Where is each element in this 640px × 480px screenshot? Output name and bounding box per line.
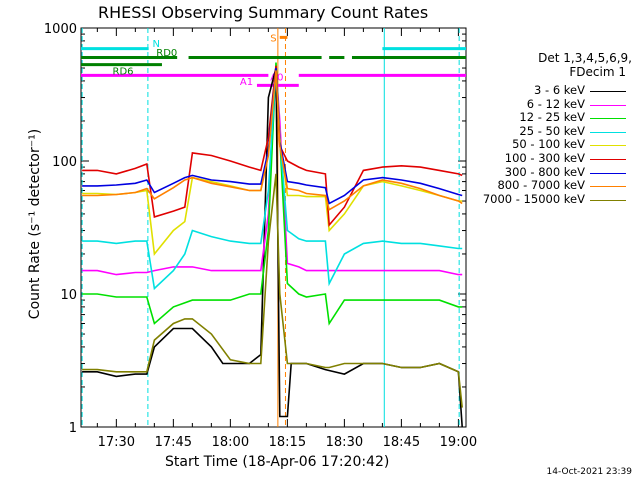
plot-frame xyxy=(80,27,467,428)
flag-label-a1: A1 xyxy=(240,77,253,88)
flag-label-rd0: RD0 xyxy=(156,48,177,59)
x-tick-label: 18:45 xyxy=(383,435,420,450)
x-tick-label: 17:30 xyxy=(98,435,135,450)
chart-title: RHESSI Observing Summary Count Rates xyxy=(98,3,429,22)
x-tick-label: 18:15 xyxy=(269,435,306,450)
legend-swatch-8 xyxy=(590,199,626,201)
x-tick-label: 18:00 xyxy=(212,435,249,450)
legend-swatch-7 xyxy=(590,186,626,188)
legend-swatch-4 xyxy=(590,145,626,147)
legend-label-0: 3 - 6 keV xyxy=(534,83,585,97)
legend-label-7: 800 - 7000 keV xyxy=(497,178,585,193)
legend-label-8: 7000 - 15000 keV xyxy=(482,191,585,206)
legend-header-line1: Det 1,3,4,5,6,9, xyxy=(538,51,632,65)
series-line-8 xyxy=(82,173,463,408)
x-tick-label: 19:00 xyxy=(440,435,477,450)
legend-swatch-1 xyxy=(590,104,626,106)
x-tick-label: 17:45 xyxy=(155,435,192,450)
flag-label-rd6: RD6 xyxy=(113,66,134,77)
legend-swatch-3 xyxy=(590,131,626,133)
y-tick-label: 1000 xyxy=(44,22,77,37)
legend-header-line2: FDecim 1 xyxy=(569,65,626,79)
legend-label-1: 6 - 12 keV xyxy=(526,96,585,111)
flag-label-s: S xyxy=(270,33,276,44)
series-line-5 xyxy=(82,65,463,228)
legend-swatch-2 xyxy=(590,118,626,120)
y-tick-label: 1 xyxy=(69,421,77,436)
series-line-7 xyxy=(82,70,463,211)
legend-label-5: 100 - 300 keV xyxy=(504,151,585,165)
legend-label-2: 12 - 25 keV xyxy=(519,110,585,125)
legend-swatch-6 xyxy=(590,172,626,174)
timestamp: 14-Oct-2021 23:39 xyxy=(546,467,632,477)
series-line-6 xyxy=(82,67,463,205)
legend-label-6: 300 - 800 keV xyxy=(504,164,585,179)
x-tick-label: 18:30 xyxy=(326,435,363,450)
x-axis-label: Start Time (18-Apr-06 17:20:42) xyxy=(165,454,390,470)
legend-swatch-5 xyxy=(590,159,626,160)
legend-swatch-0 xyxy=(590,91,626,92)
flag-label-n: N xyxy=(152,39,159,50)
y-tick-label: 10 xyxy=(60,288,77,303)
legend-label-4: 50 - 100 keV xyxy=(512,137,585,152)
y-tick-label: 100 xyxy=(52,155,77,170)
y-axis-label: Count Rate (s⁻¹ detector⁻¹) xyxy=(27,128,43,320)
legend-label-3: 25 - 50 keV xyxy=(519,123,585,138)
